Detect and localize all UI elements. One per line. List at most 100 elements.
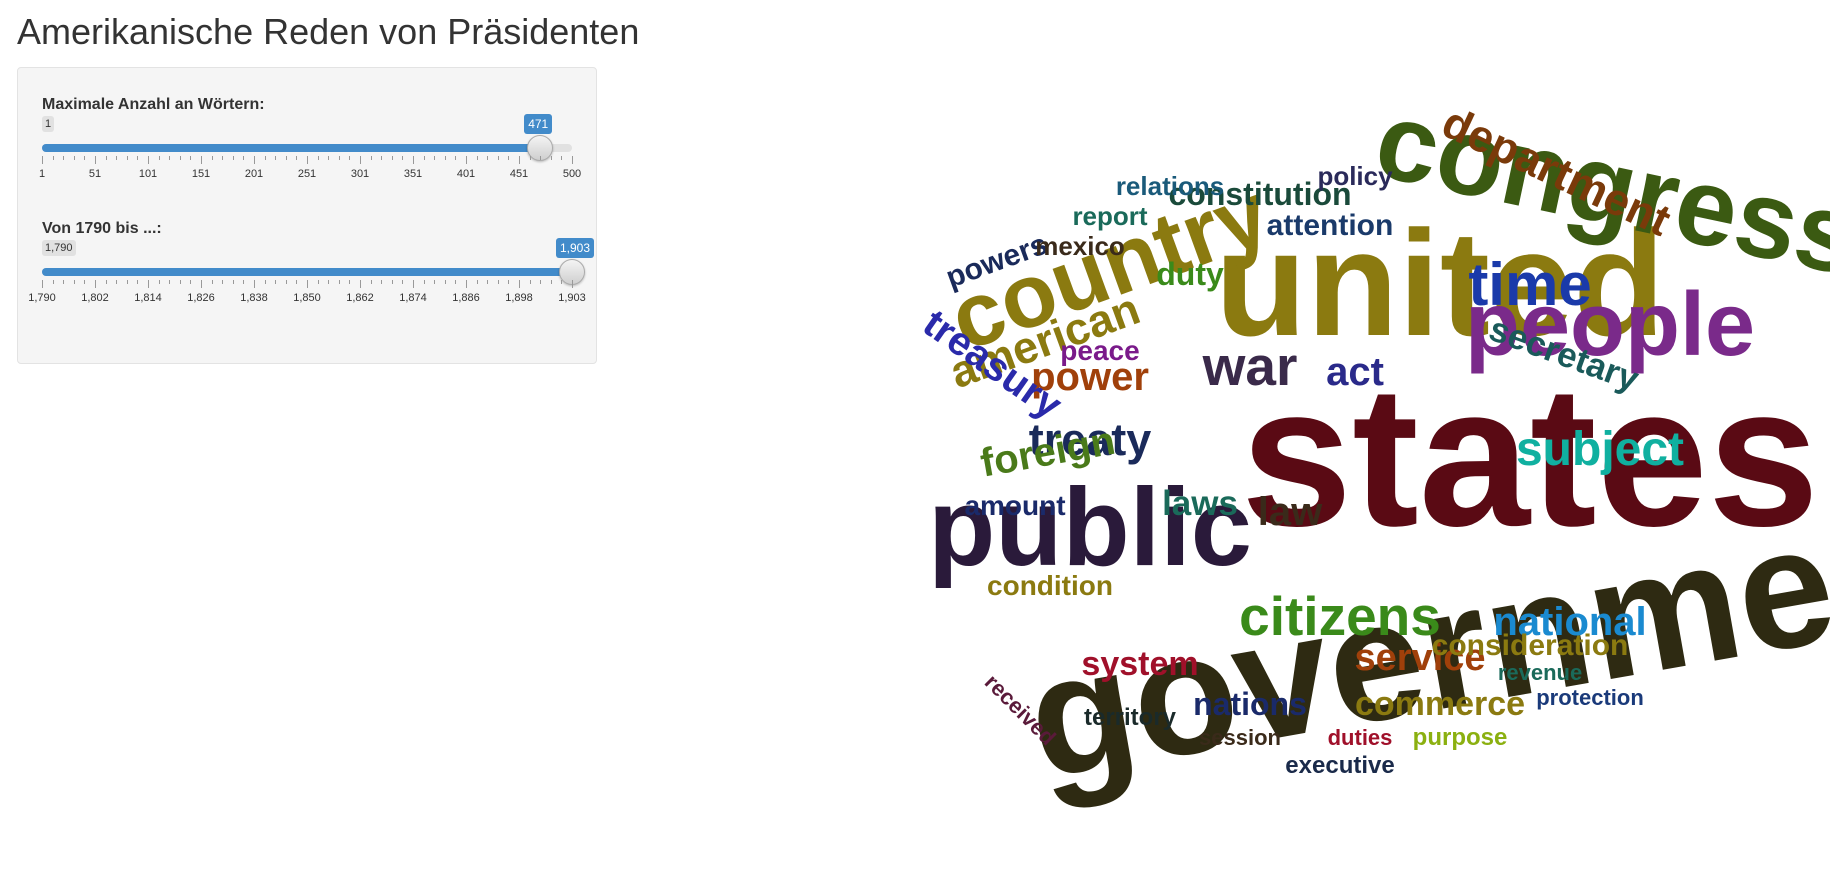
year-slider-label: Von 1790 bis ...: xyxy=(42,220,162,237)
y-tick-label: 1,826 xyxy=(187,292,215,304)
w-tick-mark xyxy=(572,156,573,164)
y-tick-label: 1,862 xyxy=(346,292,374,304)
w-tick-mark xyxy=(148,156,149,164)
y-tick-label: 1,903 xyxy=(558,292,586,304)
word-cloud-word: constitution xyxy=(1168,176,1351,212)
word-cloud-word: condition xyxy=(987,570,1113,601)
w-minor-tick xyxy=(285,156,287,160)
w-minor-tick xyxy=(497,156,499,160)
word-cloud-word: system xyxy=(1081,645,1198,683)
word-cloud-word: mexico xyxy=(1035,231,1125,261)
word-cloud-word: consideration xyxy=(1432,629,1629,662)
y-minor-tick xyxy=(137,280,139,284)
word-cloud-word: laws xyxy=(1162,484,1238,523)
w-minor-tick xyxy=(370,156,372,160)
y-minor-tick xyxy=(63,280,65,284)
w-tick-mark xyxy=(42,156,43,164)
w-tick-mark xyxy=(254,156,255,164)
w-tick-mark xyxy=(413,156,414,164)
w-minor-tick xyxy=(137,156,139,160)
w-tick-mark xyxy=(201,156,202,164)
y-tick-label: 1,850 xyxy=(293,292,321,304)
word-cloud-word: amount xyxy=(964,490,1065,521)
w-minor-tick xyxy=(179,156,181,160)
y-minor-tick xyxy=(285,280,287,284)
y-tick-mark xyxy=(201,280,202,288)
w-minor-tick xyxy=(84,156,86,160)
y-minor-tick xyxy=(105,280,107,284)
y-tick-label: 1,790 xyxy=(28,292,56,304)
word-cloud-word: policy xyxy=(1317,161,1393,191)
y-minor-tick xyxy=(508,280,510,284)
y-tick-mark xyxy=(95,280,96,288)
w-tick-label: 101 xyxy=(138,168,158,180)
word-cloud-word: national xyxy=(1493,600,1646,644)
w-tick-label: 451 xyxy=(509,168,529,180)
y-minor-tick xyxy=(529,280,531,284)
w-minor-tick xyxy=(243,156,245,160)
y-minor-tick xyxy=(169,280,171,284)
w-tick-label: 151 xyxy=(191,168,211,180)
year-slider-fill xyxy=(42,268,572,276)
w-tick-label: 401 xyxy=(456,168,476,180)
w-tick-mark xyxy=(95,156,96,164)
w-minor-tick xyxy=(211,156,213,160)
y-minor-tick xyxy=(243,280,245,284)
w-minor-tick xyxy=(434,156,436,160)
y-minor-tick xyxy=(540,280,542,284)
word-cloud-word: protection xyxy=(1536,685,1644,710)
w-minor-tick xyxy=(328,156,330,160)
w-tick-label: 251 xyxy=(297,168,317,180)
word-cloud-word: session xyxy=(1199,725,1281,750)
w-tick-label: 51 xyxy=(88,168,102,180)
w-minor-tick xyxy=(444,156,446,160)
w-minor-tick xyxy=(296,156,298,160)
y-minor-tick xyxy=(550,280,552,284)
y-minor-tick xyxy=(561,280,563,284)
sidebar-panel: Maximale Anzahl an Wörtern: 1 471 1 51 101… xyxy=(17,67,597,364)
y-tick-label: 1,874 xyxy=(399,292,427,304)
words-slider-fill xyxy=(42,144,541,152)
w-tick-mark xyxy=(519,156,520,164)
y-minor-tick xyxy=(349,280,351,284)
w-minor-tick xyxy=(338,156,340,160)
word-cloud-word: act xyxy=(1326,350,1384,394)
y-minor-tick xyxy=(455,280,457,284)
word-cloud-word: law xyxy=(1258,490,1323,534)
w-minor-tick xyxy=(105,156,107,160)
y-tick-label: 1,898 xyxy=(505,292,533,304)
y-tick-mark xyxy=(307,280,308,288)
y-minor-tick xyxy=(338,280,340,284)
y-minor-tick xyxy=(434,280,436,284)
w-tick-label: 1 xyxy=(38,168,46,180)
word-cloud-word: war xyxy=(1202,335,1298,397)
w-minor-tick xyxy=(349,156,351,160)
y-minor-tick xyxy=(317,280,319,284)
y-tick-mark xyxy=(360,280,361,288)
y-minor-tick xyxy=(370,280,372,284)
y-minor-tick xyxy=(275,280,277,284)
word-cloud-word: united xyxy=(1215,199,1665,367)
y-tick-label: 1,838 xyxy=(240,292,268,304)
word-cloud: statesgovernmentunitedcongresscountrypub… xyxy=(915,77,1830,816)
word-cloud-word: public xyxy=(928,466,1252,589)
word-cloud-word: relations xyxy=(1116,171,1224,201)
y-minor-tick xyxy=(391,280,393,284)
y-minor-tick xyxy=(222,280,224,284)
y-minor-tick xyxy=(328,280,330,284)
w-minor-tick xyxy=(317,156,319,160)
y-tick-mark xyxy=(148,280,149,288)
w-minor-tick xyxy=(391,156,393,160)
year-slider[interactable]: 1,790 1,903 1,790 1,802 1,814 1,826 1,838 1,8… xyxy=(28,238,595,320)
word-cloud-word: states xyxy=(1241,345,1819,568)
word-cloud-word: citizens xyxy=(1239,585,1441,647)
y-minor-tick xyxy=(296,280,298,284)
w-minor-tick xyxy=(423,156,425,160)
page-title: Amerikanische Reden von Präsidenten xyxy=(17,11,640,52)
w-minor-tick xyxy=(63,156,65,160)
y-minor-tick xyxy=(232,280,234,284)
w-minor-tick xyxy=(402,156,404,160)
y-minor-tick xyxy=(487,280,489,284)
w-minor-tick xyxy=(476,156,478,160)
words-slider[interactable]: 1 471 1 51 101 151 201 251 301 351 401 451 500 xyxy=(38,114,581,196)
